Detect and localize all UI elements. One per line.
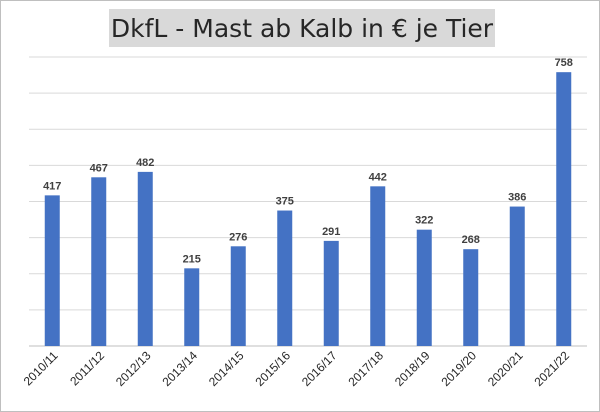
chart-title: DkfL - Mast ab Kalb in € je Tier (110, 13, 494, 43)
data-label: 268 (462, 234, 480, 246)
bars (44, 72, 572, 347)
x-tick-labels: 2010/11 2011/12 2012/13 2013/14 2014/15 2015/… (21, 348, 573, 389)
bar-2020/21 (509, 206, 525, 346)
x-tick-label: 2018/19 (392, 348, 433, 389)
data-labels: 417 467 482 215 276 375 291 442 322 268 386 758 (43, 57, 573, 265)
bar-2016/17 (323, 240, 339, 346)
bar-2011/12 (91, 177, 107, 346)
x-tick-label: 2012/13 (113, 348, 154, 389)
x-tick-label: 2014/15 (206, 348, 247, 389)
data-label: 322 (415, 215, 433, 227)
data-label: 417 (43, 180, 61, 192)
data-label: 375 (276, 196, 294, 208)
data-label: 758 (555, 57, 573, 69)
x-tick-label: 2011/12 (67, 348, 107, 388)
data-label: 291 (322, 226, 340, 238)
data-label: 482 (136, 157, 154, 169)
x-tick-label: 2013/14 (160, 348, 201, 389)
bar-2019/20 (463, 249, 479, 346)
x-tick-label: 2016/17 (299, 348, 340, 389)
x-tick-label: 2015/16 (253, 348, 294, 389)
bar-2018/19 (416, 229, 432, 346)
data-label: 386 (508, 192, 526, 204)
bar-2013/14 (184, 268, 200, 346)
x-tick-label: 2020/21 (485, 348, 526, 389)
chart-title-box: DkfL - Mast ab Kalb in € je Tier (109, 9, 495, 47)
x-tick-label: 2017/18 (346, 348, 387, 389)
gridlines (29, 56, 587, 347)
data-label: 215 (183, 253, 201, 265)
bar-2021/22 (556, 72, 572, 347)
bar-2012/13 (137, 171, 153, 346)
bar-2010/11 (44, 195, 60, 346)
data-label: 467 (90, 162, 108, 174)
x-tick-label: 2019/20 (439, 348, 480, 389)
data-label: 276 (229, 231, 247, 243)
x-tick-label: 2010/11 (21, 348, 61, 388)
data-label: 442 (369, 171, 387, 183)
bar-2017/18 (370, 186, 386, 346)
bar-2014/15 (230, 246, 246, 346)
x-tick-label: 2021/22 (532, 348, 573, 389)
bar-2015/16 (277, 210, 293, 346)
